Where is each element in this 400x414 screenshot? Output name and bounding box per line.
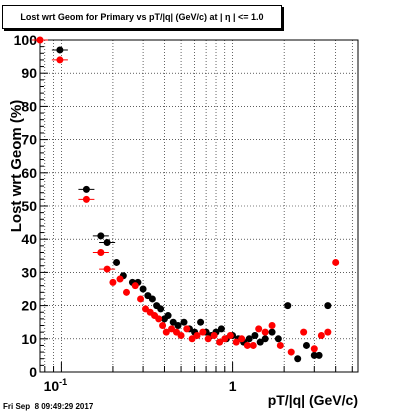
data-point: [148, 295, 156, 303]
data-point: [109, 278, 117, 286]
data-point: [245, 335, 253, 343]
x-axis-label: pT/|q| (GeV/c): [268, 392, 358, 408]
y-tick-label: 40: [21, 231, 37, 247]
data-point: [56, 56, 64, 64]
data-point: [97, 232, 105, 240]
data-point: [324, 302, 332, 310]
data-point: [261, 335, 269, 343]
data-point: [310, 351, 318, 359]
data-point: [268, 322, 276, 330]
data-point: [232, 338, 240, 346]
data-point: [193, 331, 201, 339]
data-point: [332, 258, 340, 266]
data-point: [82, 185, 90, 193]
y-tick-label: 80: [21, 98, 37, 114]
data-point: [164, 312, 172, 320]
data-point: [188, 335, 196, 343]
data-point: [274, 335, 282, 343]
data-point: [82, 195, 90, 203]
x-tick-label: 10-1: [44, 377, 68, 394]
data-point: [268, 328, 276, 336]
data-point: [168, 325, 176, 333]
data-point: [251, 331, 259, 339]
data-point: [310, 345, 318, 353]
data-point: [197, 318, 205, 326]
data-point: [157, 305, 165, 313]
data-point: [300, 328, 308, 336]
data-series-2: [32, 36, 340, 356]
data-point: [210, 331, 218, 339]
y-tick-label: 50: [21, 198, 37, 214]
data-point: [162, 328, 170, 336]
data-point: [287, 348, 295, 356]
data-point: [122, 288, 130, 296]
y-tick-label: 60: [21, 165, 37, 181]
y-tick-label: 70: [21, 132, 37, 148]
data-point: [159, 322, 167, 330]
data-point: [155, 315, 163, 323]
data-point: [139, 285, 147, 293]
data-point: [256, 338, 264, 346]
y-tick-label: 30: [21, 264, 37, 280]
y-tick-label: 10: [21, 331, 37, 347]
data-point: [216, 338, 224, 346]
axis-ticks: 0 10 20 30 40 50 60 70 80 90 100 10-1 1: [14, 32, 353, 394]
data-point: [204, 335, 212, 343]
data-point: [103, 265, 111, 273]
data-point: [324, 328, 332, 336]
y-tick-label: 90: [21, 65, 37, 81]
data-point: [294, 355, 302, 363]
data-point: [302, 341, 310, 349]
data-point: [217, 325, 225, 333]
data-point: [137, 295, 145, 303]
data-points: [32, 36, 340, 363]
timestamp-footer: Fri Sep 8 09:49:29 2017: [3, 402, 94, 411]
data-point: [284, 302, 292, 310]
data-point: [243, 341, 251, 349]
y-tick-label: 20: [21, 298, 37, 314]
data-point: [113, 258, 121, 266]
data-point: [249, 341, 257, 349]
data-point: [174, 322, 182, 330]
data-point: [36, 36, 44, 44]
data-point: [315, 351, 323, 359]
data-series-1: [51, 46, 332, 363]
x-tick-label: 1: [229, 378, 237, 394]
data-point: [56, 46, 64, 54]
y-axis-label: Lost wrt Geom (%): [8, 100, 25, 233]
chart-title: Lost wrt Geom for Primary vs pT/|q| (GeV…: [2, 5, 282, 29]
data-point: [97, 248, 105, 256]
data-point: [177, 331, 185, 339]
y-tick-label: 100: [14, 32, 38, 48]
data-point: [261, 328, 269, 336]
data-point: [255, 325, 263, 333]
data-point: [183, 325, 191, 333]
y-tick-label: 0: [29, 364, 37, 380]
data-point: [131, 282, 139, 290]
data-point: [317, 331, 325, 339]
data-point: [180, 318, 188, 326]
data-point: [226, 331, 234, 339]
data-point: [276, 341, 284, 349]
data-point: [221, 335, 229, 343]
data-point: [199, 328, 207, 336]
data-point: [116, 275, 124, 283]
data-point: [238, 335, 246, 343]
grid-lines: [40, 40, 358, 372]
data-point: [103, 239, 111, 247]
